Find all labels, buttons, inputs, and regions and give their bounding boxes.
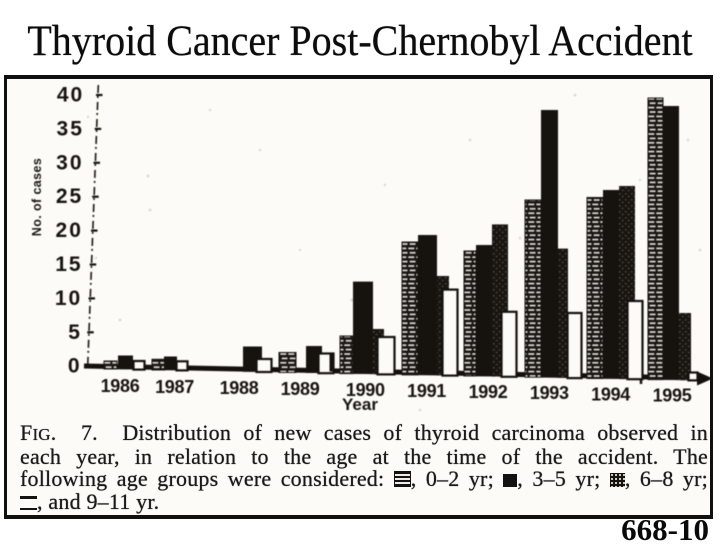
svg-text:40: 40: [57, 84, 84, 107]
svg-text:1986: 1986: [101, 376, 140, 396]
svg-text:30: 30: [56, 151, 83, 174]
svg-text:0: 0: [68, 355, 82, 378]
svg-text:1987: 1987: [155, 377, 194, 397]
svg-text:Year: Year: [342, 395, 378, 414]
svg-text:15: 15: [55, 253, 82, 276]
svg-text:1989: 1989: [281, 379, 320, 399]
svg-text:1994: 1994: [591, 384, 630, 404]
svg-text:1993: 1993: [530, 383, 569, 403]
svg-text:5: 5: [68, 321, 82, 344]
svg-text:1995: 1995: [653, 385, 692, 405]
svg-text:10: 10: [55, 287, 82, 310]
svg-text:25: 25: [56, 185, 83, 208]
svg-text:1988: 1988: [220, 378, 259, 398]
svg-text:20: 20: [56, 219, 83, 242]
svg-text:1990: 1990: [346, 380, 385, 400]
svg-text:35: 35: [57, 117, 84, 140]
svg-text:1992: 1992: [469, 382, 508, 402]
svg-text:1991: 1991: [407, 381, 446, 401]
svg-text:No. of cases: No. of cases: [30, 158, 44, 236]
